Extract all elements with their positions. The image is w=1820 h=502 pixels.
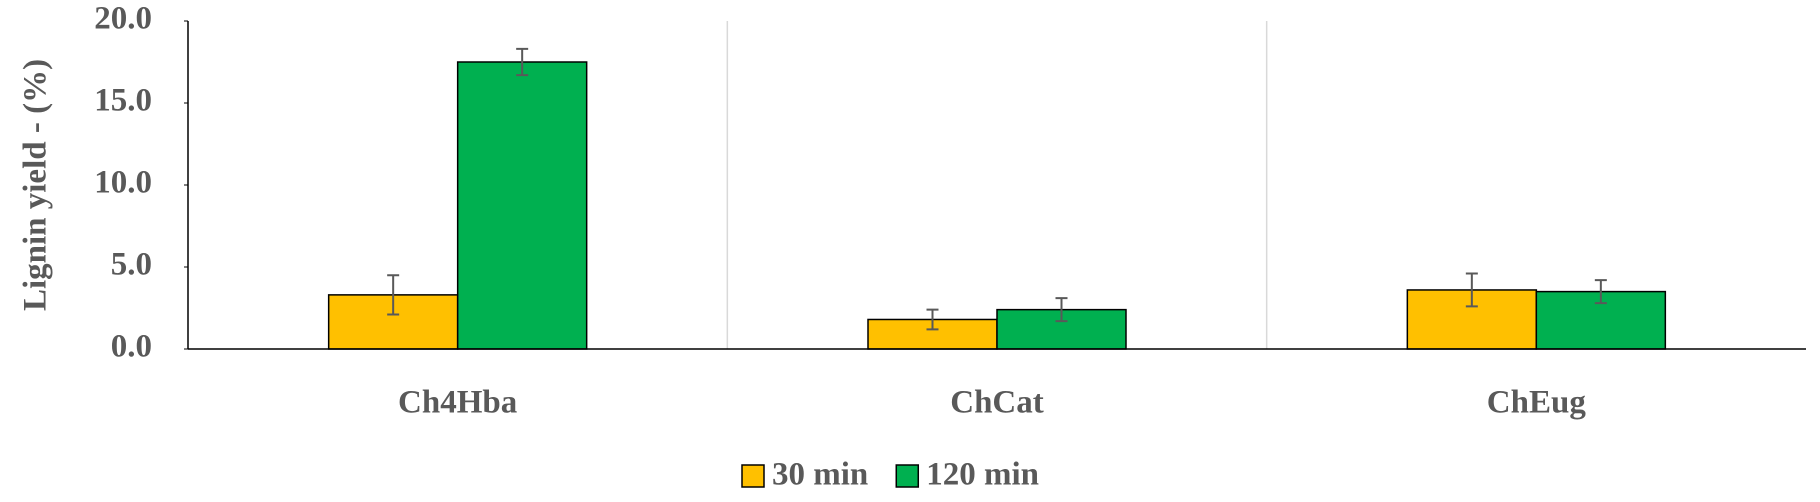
legend-label: 30 min [772,457,868,493]
y-tick-label: 0.0 [111,329,152,365]
error-bar [926,308,939,331]
y-tick-label: 5.0 [111,247,152,283]
y-tick-label: 20.0 [94,1,152,37]
x-tick-label: ChCat [950,385,1044,421]
y-tick-label: 10.0 [94,165,152,201]
legend-label: 120 min [926,457,1039,493]
y-axis-label: Lignin yield - (%) [18,59,54,311]
bar [456,61,588,350]
error-bar [387,274,400,316]
x-tick-label: Ch4Hba [398,385,517,421]
error-bar [1465,272,1478,308]
error-bar [1594,279,1607,305]
error-bar [1055,297,1068,323]
y-tick-label: 15.0 [94,83,152,119]
error-bar [516,47,529,77]
legend-swatch [895,464,920,488]
legend-swatch [741,464,765,488]
x-tick-label: ChEug [1487,385,1587,421]
